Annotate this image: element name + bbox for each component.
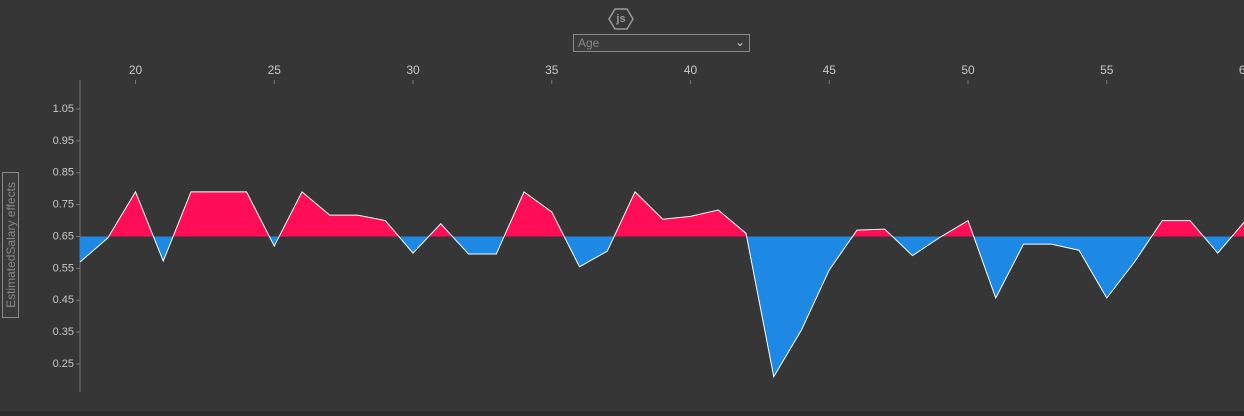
y-tick-label: 0.65	[53, 230, 74, 242]
x-feature-option: Age	[578, 36, 600, 50]
y-feature-option: EstimatedSalary effects	[3, 182, 18, 308]
x-tick-label: 50	[961, 63, 975, 77]
bottom-bar	[0, 411, 1244, 416]
y-tick-label: 0.35	[53, 326, 74, 338]
x-tick-label: 55	[1100, 63, 1114, 77]
y-tick-label: 0.55	[53, 262, 74, 274]
x-tick-label: 30	[406, 63, 420, 77]
x-tick-label: 20	[129, 63, 143, 77]
y-feature-select[interactable]: EstimatedSalary effects	[2, 172, 19, 318]
x-tick-label: 35	[545, 63, 559, 77]
y-tick-label: 0.75	[53, 199, 74, 211]
x-tick-label: 45	[823, 63, 837, 77]
x-feature-select[interactable]: Age ⌄	[573, 34, 750, 52]
x-tick-label: 25	[268, 63, 282, 77]
x-tick-label: 40	[684, 63, 698, 77]
positive-area	[80, 191, 1244, 237]
y-tick-label: 0.45	[53, 294, 74, 306]
y-tick-label: 0.25	[53, 358, 74, 370]
svg-text:js: js	[615, 13, 625, 25]
y-tick-label: 1.05	[53, 103, 74, 115]
x-tick-label: 60	[1239, 63, 1244, 77]
y-tick-label: 0.95	[53, 135, 74, 147]
effect-line	[79, 190, 1244, 379]
y-tick-label: 0.85	[53, 167, 74, 179]
negative-area	[80, 236, 1244, 377]
js-logo: js	[608, 8, 634, 30]
